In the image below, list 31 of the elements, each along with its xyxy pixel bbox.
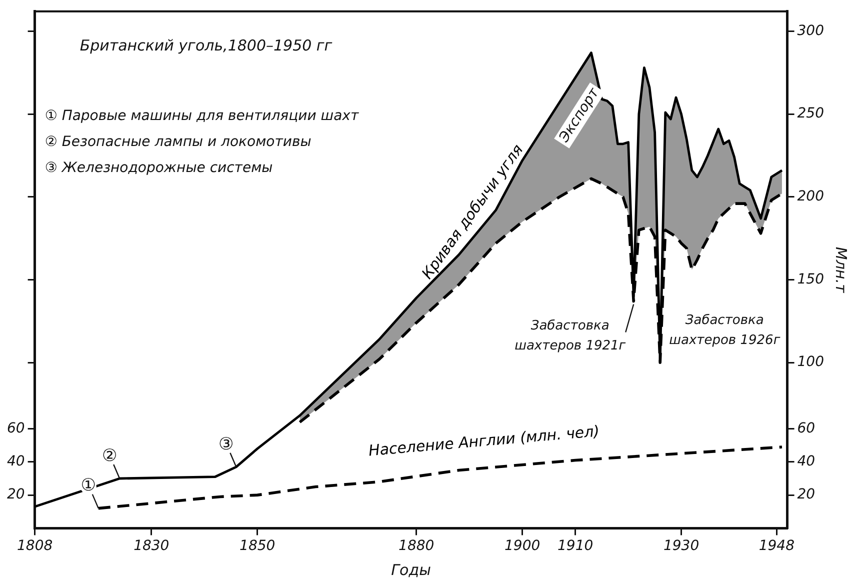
- y-tick-label: 60: [6, 420, 25, 436]
- y2-tick-label: 60: [797, 420, 816, 436]
- y2-axis-title: Млн.т: [832, 246, 850, 294]
- annotation: ①: [80, 476, 96, 496]
- x-tick-label: 1930: [663, 538, 700, 554]
- y2-tick-label: 200: [797, 188, 824, 205]
- y2-tick-label: 20: [797, 486, 816, 503]
- y2-tick-label: 150: [797, 271, 824, 288]
- x-tick-label: 1900: [504, 538, 540, 554]
- annotation: ② Безопасные лампы и локомотивы: [44, 134, 312, 150]
- annotation: ②: [102, 446, 118, 466]
- annotation: Забастовка шахтеров 1926г: [669, 312, 780, 348]
- annotation: ① Паровые машины для вентиляции шахт: [44, 108, 360, 124]
- x-tick-label: 1808: [16, 538, 53, 554]
- x-tick-label: 1880: [398, 538, 434, 554]
- x-tick-label: 1830: [134, 538, 170, 554]
- x-tick-label: 1850: [240, 538, 276, 554]
- y2-tick-label: 300: [797, 22, 824, 39]
- series-label: Население Англии (млн. чел): [368, 422, 600, 460]
- annotation: ③: [218, 434, 234, 454]
- y2-tick-label: 100: [797, 354, 824, 370]
- text: Британский уголь,1800–1950 гг: [80, 36, 332, 54]
- annotation: Забастовка шахтеров 1921г: [514, 318, 626, 354]
- x-axis-title: Годы: [391, 560, 432, 579]
- y-tick-label: 20: [6, 486, 25, 503]
- annotation: ③ Железнодорожные системы: [44, 160, 273, 176]
- x-tick-label: 1948: [758, 538, 795, 554]
- y-tick-label: 40: [6, 454, 25, 470]
- y2-tick-label: 40: [797, 454, 816, 470]
- y2-tick-label: 250: [797, 106, 824, 122]
- x-tick-label: 1910: [557, 538, 594, 554]
